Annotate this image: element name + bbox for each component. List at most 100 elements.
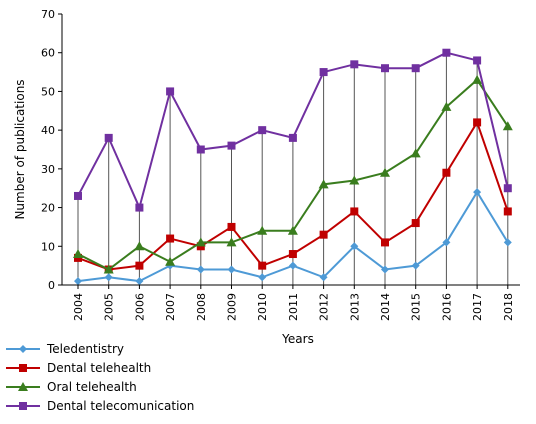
data-point-oral-telehealth — [103, 264, 114, 274]
y-tick-label: 50 — [41, 85, 55, 98]
x-tick-label: 2010 — [256, 293, 269, 321]
data-point-dental-telehealth — [350, 207, 359, 216]
legend-label: Teledentistry — [46, 342, 124, 356]
y-tick-label: 30 — [41, 163, 55, 176]
x-tick-label: 2015 — [410, 293, 423, 321]
data-point-oral-telehealth — [441, 101, 452, 111]
data-point-dental-telehealth — [442, 168, 451, 177]
series-layer — [73, 48, 513, 286]
data-point-teledentistry — [442, 238, 451, 247]
data-point-dental-telecomunication — [350, 60, 359, 69]
x-tick-label: 2011 — [287, 293, 300, 321]
data-point-dental-telehealth — [227, 222, 236, 231]
x-tick-label: 2008 — [195, 293, 208, 321]
legend-item-oral-telehealth: Oral telehealth — [6, 380, 137, 394]
data-point-teledentistry — [503, 238, 512, 247]
data-point-dental-telecomunication — [288, 133, 297, 142]
y-axis-title: Number of publications — [13, 79, 27, 219]
data-point-dental-telehealth — [473, 118, 482, 127]
data-point-dental-telecomunication — [319, 68, 328, 77]
x-tick-label: 2018 — [502, 293, 515, 321]
legend: Teledentistry Dental telehealth Oral teleh… — [6, 342, 194, 413]
y-tick-label: 70 — [41, 8, 55, 21]
data-point-teledentistry — [381, 265, 389, 274]
data-point-dental-telecomunication — [381, 64, 389, 73]
data-point-teledentistry — [473, 188, 482, 197]
data-point-dental-telehealth — [503, 207, 512, 216]
legend-item-dental-telecomunication: Dental telecomunication — [6, 399, 194, 413]
data-point-dental-telecomunication — [258, 126, 267, 135]
data-point-teledentistry — [227, 265, 236, 274]
legend-label: Dental telecomunication — [47, 399, 194, 413]
data-point-dental-telehealth — [319, 230, 328, 239]
x-tick-label: 2009 — [226, 293, 239, 321]
data-point-dental-telehealth — [288, 250, 297, 259]
data-point-dental-telehealth — [381, 238, 389, 247]
x-tick-label: 2016 — [440, 293, 453, 321]
y-tick-label: 60 — [41, 47, 55, 60]
legend-item-teledentistry: Teledentistry — [6, 342, 124, 356]
data-point-oral-telehealth — [73, 249, 83, 259]
data-point-oral-telehealth — [502, 121, 513, 131]
x-axis-title: Years — [281, 332, 314, 346]
data-point-dental-telecomunication — [74, 191, 82, 200]
x-tick-labels: 2004 2005 2006 2007 2008 2009 2010 2011 2012 2013… — [72, 285, 515, 321]
data-point-teledentistry — [288, 261, 297, 270]
data-point-teledentistry — [74, 277, 82, 286]
data-point-teledentistry — [350, 242, 359, 251]
data-point-dental-telecomunication — [135, 203, 144, 212]
y-tick-label: 20 — [41, 202, 55, 215]
legend-swatch-marker — [19, 402, 27, 410]
data-point-teledentistry — [196, 265, 205, 274]
legend-item-dental-telehealth: Dental telehealth — [6, 361, 151, 375]
data-point-dental-telecomunication — [411, 64, 420, 73]
x-tick-label: 2005 — [103, 293, 116, 321]
data-point-teledentistry — [135, 277, 144, 286]
x-tick-label: 2012 — [318, 293, 331, 321]
data-point-dental-telehealth — [166, 234, 175, 243]
data-point-dental-telecomunication — [473, 56, 482, 65]
data-point-dental-telecomunication — [166, 87, 175, 96]
data-point-teledentistry — [258, 273, 267, 282]
x-tick-label: 2013 — [348, 293, 361, 321]
x-tick-label: 2017 — [471, 293, 484, 321]
data-point-dental-telecomunication — [196, 145, 205, 154]
legend-swatch-marker — [19, 345, 27, 353]
data-point-dental-telecomunication — [503, 184, 512, 193]
series-oral-telehealth — [73, 74, 513, 274]
legend-swatch-marker — [18, 382, 28, 391]
x-tick-label: 2014 — [379, 293, 392, 321]
y-tick-label: 10 — [41, 240, 55, 253]
data-point-oral-telehealth — [380, 167, 390, 177]
data-point-teledentistry — [411, 261, 420, 270]
legend-swatch-marker — [19, 364, 27, 372]
data-point-oral-telehealth — [134, 241, 145, 251]
x-tick-label: 2006 — [133, 293, 146, 321]
y-tick-labels: 0 10 20 30 40 50 60 70 — [41, 8, 62, 292]
data-point-teledentistry — [319, 273, 328, 282]
data-point-oral-telehealth — [318, 179, 329, 189]
data-point-oral-telehealth — [226, 237, 237, 247]
legend-label: Oral telehealth — [47, 380, 137, 394]
series-dental-telecomunication — [74, 48, 512, 212]
series-teledentistry — [74, 188, 512, 286]
data-point-oral-telehealth — [257, 225, 268, 235]
data-point-dental-telehealth — [411, 219, 420, 228]
data-point-dental-telecomunication — [227, 141, 236, 150]
data-point-dental-telehealth — [135, 261, 144, 270]
data-point-dental-telecomunication — [104, 133, 113, 142]
data-point-dental-telecomunication — [442, 48, 451, 57]
x-tick-label: 2007 — [164, 293, 177, 321]
x-tick-label: 2004 — [72, 293, 85, 321]
data-point-dental-telehealth — [258, 261, 267, 270]
data-point-oral-telehealth — [472, 74, 483, 84]
data-point-oral-telehealth — [410, 148, 421, 158]
data-point-oral-telehealth — [287, 225, 298, 235]
data-point-oral-telehealth — [195, 237, 206, 247]
y-tick-label: 0 — [48, 279, 55, 292]
data-point-oral-telehealth — [165, 256, 176, 266]
data-point-teledentistry — [104, 273, 113, 282]
legend-label: Dental telehealth — [47, 361, 151, 375]
y-tick-label: 40 — [41, 124, 55, 137]
